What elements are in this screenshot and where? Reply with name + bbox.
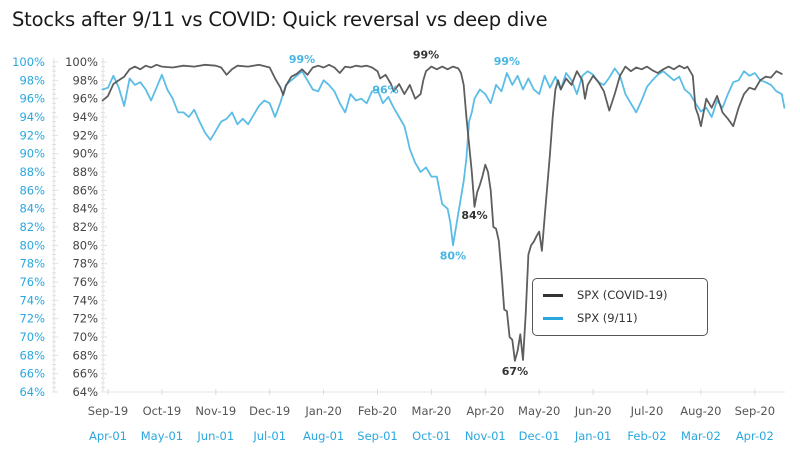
x-tick-label-911: Dec-01: [519, 429, 560, 443]
x-tick-label-911: May-01: [141, 429, 183, 443]
x-tick-label-911: Sep-01: [357, 429, 397, 443]
x-tick-label-911: Apr-01: [89, 429, 127, 443]
annotation-label: 99%: [494, 55, 520, 68]
y-tick-label-covid: 88%: [72, 165, 98, 179]
annotation-label: 67%: [502, 365, 528, 378]
chart-title: Stocks after 9/11 vs COVID: Quick revers…: [12, 8, 548, 31]
x-tick-label-covid: Mar-20: [412, 404, 452, 418]
legend-swatch-911: [543, 316, 563, 320]
x-tick-label-911: Jun-01: [196, 429, 234, 443]
y-tick-label-covid: 94%: [72, 110, 98, 124]
legend-label-covid: SPX (COVID-19): [577, 288, 668, 302]
x-tick-label-911: Nov-01: [465, 429, 506, 443]
x-tick-label-covid: Jun-20: [574, 404, 612, 418]
y-tick-label-covid: 76%: [72, 275, 98, 289]
y-tick-label-911: 70%: [19, 330, 45, 344]
y-tick-label-911: 96%: [19, 92, 45, 106]
y-tick-label-911: 80%: [19, 238, 45, 252]
y-tick-label-911: 100%: [12, 55, 45, 69]
y-tick-label-covid: 72%: [72, 312, 98, 326]
x-tick-label-covid: Sep-20: [735, 404, 775, 418]
x-tick-label-911: Mar-02: [681, 429, 721, 443]
y-tick-label-911: 94%: [19, 110, 45, 124]
y-tick-label-covid: 90%: [72, 147, 98, 161]
y-tick-label-covid: 84%: [72, 202, 98, 216]
y-tick-label-covid: 64%: [72, 385, 98, 399]
x-tick-label-911: Jul-01: [252, 429, 286, 443]
x-tick-label-covid: Feb-20: [358, 404, 397, 418]
x-tick-label-911: Oct-01: [412, 429, 451, 443]
y-tick-label-911: 90%: [19, 147, 45, 161]
y-tick-label-911: 68%: [19, 348, 45, 362]
y-tick-label-covid: 70%: [72, 330, 98, 344]
x-tick-label-covid: Oct-19: [143, 404, 182, 418]
annotation-label: 80%: [440, 249, 466, 262]
y-tick-label-covid: 82%: [72, 220, 98, 234]
legend-item-911: SPX (9/11): [543, 311, 638, 325]
series-line-covid: [101, 63, 783, 362]
annotations: 99% 99% 96% 99% 84% 80% 67%: [289, 49, 528, 378]
annotation-label: 99%: [413, 49, 439, 62]
y-tick-label-911: 92%: [19, 128, 45, 142]
y-tick-label-911: 74%: [19, 293, 45, 307]
y-tick-label-covid: 66%: [72, 367, 98, 381]
x-tick-label-covid: Sep-19: [88, 404, 128, 418]
annotation-label: 99%: [289, 53, 315, 66]
y-tick-label-911: 98%: [19, 73, 45, 87]
annotation-label: 96%: [372, 84, 398, 97]
x-tick-label-covid: Apr-20: [466, 404, 504, 418]
legend-item-covid: SPX (COVID-19): [543, 288, 668, 302]
x-tick-label-covid: Jul-20: [630, 404, 664, 418]
y-tick-label-covid: 100%: [65, 55, 98, 69]
y-tick-label-911: 64%: [19, 385, 45, 399]
x-tick-label-covid: Dec-19: [249, 404, 290, 418]
annotation-label: 84%: [461, 209, 487, 222]
y-tick-label-911: 82%: [19, 220, 45, 234]
series-line-911: [101, 67, 786, 247]
x-tick-label-911: Aug-01: [303, 429, 344, 443]
y-tick-label-911: 76%: [19, 275, 45, 289]
legend: SPX (COVID-19) SPX (9/11): [532, 278, 708, 336]
y-tick-label-covid: 92%: [72, 128, 98, 142]
legend-label-911: SPX (9/11): [577, 311, 638, 325]
x-tick-label-covid: Jan-20: [304, 404, 342, 418]
y-tick-label-911: 86%: [19, 183, 45, 197]
series-lines: [101, 63, 786, 362]
y-tick-label-covid: 86%: [72, 183, 98, 197]
x-tick-label-911: Feb-02: [627, 429, 666, 443]
y-tick-label-911: 78%: [19, 257, 45, 271]
y-tick-label-covid: 68%: [72, 348, 98, 362]
x-tick-label-covid: May-20: [518, 404, 560, 418]
x-tick-label-covid: Aug-20: [680, 404, 721, 418]
y-tick-label-911: 88%: [19, 165, 45, 179]
y-tick-label-911: 66%: [19, 367, 45, 381]
y-tick-label-covid: 98%: [72, 73, 98, 87]
y-tick-label-911: 72%: [19, 312, 45, 326]
x-tick-label-covid: Nov-19: [195, 404, 236, 418]
x-tick-label-911: Jan-01: [574, 429, 612, 443]
axes: 100% 100% 98% 98% 96% 96% 94% 94% 92% 92% 90% 90% 88…: [12, 55, 785, 443]
y-tick-label-covid: 80%: [72, 238, 98, 252]
y-tick-label-911: 84%: [19, 202, 45, 216]
legend-swatch-covid: [543, 293, 563, 297]
x-tick-label-911: Apr-02: [736, 429, 774, 443]
y-tick-label-covid: 96%: [72, 92, 98, 106]
y-tick-label-covid: 78%: [72, 257, 98, 271]
y-tick-label-covid: 74%: [72, 293, 98, 307]
